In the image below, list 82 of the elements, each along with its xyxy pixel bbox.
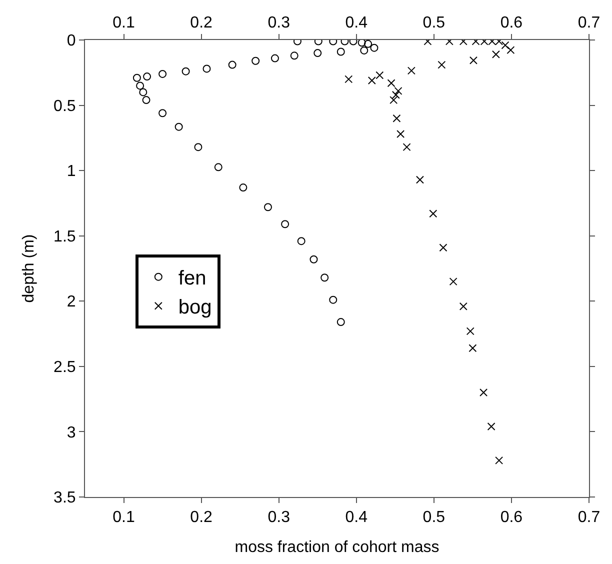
point — [506, 46, 515, 54]
point — [139, 88, 148, 96]
point — [364, 40, 372, 48]
point — [270, 54, 279, 62]
point — [468, 344, 477, 352]
x-tick-label: 0.5 — [422, 14, 446, 32]
point — [182, 67, 190, 76]
point — [336, 48, 345, 56]
point — [329, 296, 338, 304]
y-tick-label: 0 — [66, 32, 76, 50]
legend-label: bog — [178, 296, 212, 319]
point — [358, 40, 366, 47]
point — [228, 60, 236, 69]
legend-label: fen — [178, 268, 206, 290]
point — [466, 327, 474, 336]
point — [459, 302, 468, 310]
x-tick-label: 0.2 — [190, 14, 213, 32]
point — [469, 56, 478, 64]
point — [501, 41, 510, 50]
point — [390, 96, 398, 104]
point — [370, 44, 378, 52]
x2-tick-label: 0.3 — [268, 509, 290, 526]
point — [416, 176, 424, 184]
point — [174, 122, 183, 131]
y-tick-label: 1 — [66, 163, 76, 180]
y-tick-label: 3.5 — [54, 490, 76, 507]
point — [360, 46, 368, 54]
x-axis-title: moss fraction of cohort mass — [234, 538, 440, 556]
point — [281, 220, 290, 228]
point — [439, 244, 448, 252]
point — [495, 456, 504, 464]
point — [480, 388, 488, 397]
point — [194, 143, 202, 152]
point — [252, 56, 260, 65]
x-tick-label: 0.7 — [578, 14, 600, 32]
point — [158, 109, 167, 118]
point — [407, 66, 416, 75]
point — [336, 318, 345, 326]
x2-tick-label: 0.1 — [112, 509, 135, 526]
y-tick-label: 1.5 — [54, 228, 76, 246]
point — [290, 52, 298, 60]
point — [142, 96, 150, 104]
point — [392, 114, 401, 122]
point — [310, 255, 318, 264]
x2-tick-label: 0.5 — [422, 509, 446, 526]
point — [214, 163, 222, 172]
point — [402, 143, 411, 152]
point — [376, 71, 384, 80]
point — [449, 278, 458, 286]
x-tick-label: 0.3 — [268, 14, 290, 32]
point — [396, 130, 405, 138]
point — [264, 203, 272, 212]
point — [314, 49, 322, 58]
point — [487, 422, 496, 430]
x2-tick-label: 0.2 — [190, 509, 213, 526]
y-tick-label: 2 — [66, 294, 76, 311]
x-tick-label: 0.6 — [500, 14, 523, 32]
x2-tick-label: 0.6 — [500, 509, 523, 526]
point — [392, 90, 400, 99]
point — [297, 237, 306, 246]
point — [202, 64, 211, 73]
x2-tick-label: 0.7 — [578, 509, 600, 526]
point — [239, 184, 248, 192]
y-axis-title: depth (m) — [20, 234, 38, 303]
point — [158, 70, 167, 78]
x2-tick-label: 0.4 — [345, 509, 368, 526]
point — [438, 60, 446, 69]
y-tick-label: 3 — [66, 424, 76, 442]
point — [492, 50, 500, 58]
point — [368, 76, 376, 84]
point — [387, 79, 396, 88]
point — [429, 210, 438, 218]
y-tick-label: 0.5 — [54, 98, 76, 115]
point — [320, 274, 329, 282]
point — [344, 75, 353, 84]
point — [143, 72, 152, 81]
x-tick-label: 0.1 — [112, 14, 135, 32]
y-tick-label: 2.5 — [54, 359, 76, 376]
point — [136, 82, 144, 90]
x-tick-label: 0.4 — [345, 14, 368, 32]
point — [394, 86, 402, 95]
point — [132, 74, 141, 82]
